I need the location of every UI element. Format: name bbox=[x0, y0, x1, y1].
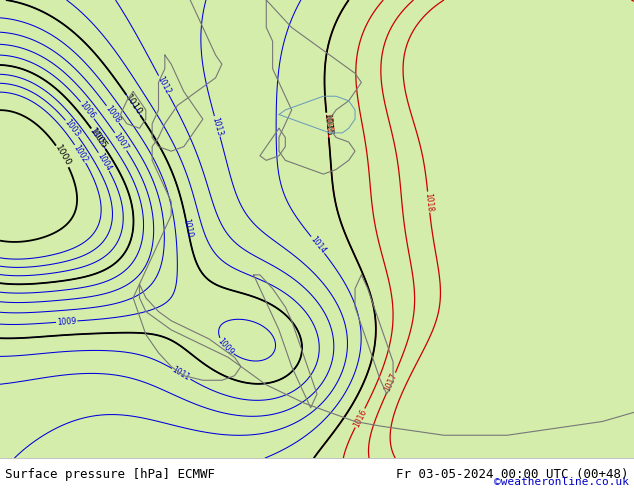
Text: 1008: 1008 bbox=[103, 104, 122, 125]
Text: Fr 03-05-2024 00:00 UTC (00+48): Fr 03-05-2024 00:00 UTC (00+48) bbox=[396, 467, 629, 481]
Text: 1014: 1014 bbox=[308, 235, 327, 255]
Text: 1000: 1000 bbox=[53, 144, 72, 169]
Text: 1003: 1003 bbox=[63, 118, 82, 139]
Text: 1012: 1012 bbox=[155, 74, 172, 96]
Text: Surface pressure [hPa] ECMWF: Surface pressure [hPa] ECMWF bbox=[5, 467, 215, 481]
Text: 1016: 1016 bbox=[352, 407, 368, 429]
Text: 1015: 1015 bbox=[322, 113, 333, 133]
Text: 1018: 1018 bbox=[424, 192, 434, 212]
Text: 1007: 1007 bbox=[112, 131, 130, 152]
Text: ©weatheronline.co.uk: ©weatheronline.co.uk bbox=[494, 477, 629, 488]
Text: 1017: 1017 bbox=[383, 372, 399, 393]
Text: 1010: 1010 bbox=[123, 93, 144, 117]
Text: 1009: 1009 bbox=[216, 337, 235, 357]
Text: 1011: 1011 bbox=[171, 365, 191, 383]
Text: 1013: 1013 bbox=[210, 116, 224, 137]
Text: 1004: 1004 bbox=[95, 151, 113, 172]
Text: 1015: 1015 bbox=[322, 113, 333, 137]
Text: 1006: 1006 bbox=[78, 100, 97, 121]
Text: 1010: 1010 bbox=[181, 218, 194, 238]
Text: 1005: 1005 bbox=[87, 126, 106, 147]
Text: 1002: 1002 bbox=[72, 143, 89, 165]
Text: 1009: 1009 bbox=[57, 317, 77, 327]
Text: 1005: 1005 bbox=[88, 127, 109, 151]
